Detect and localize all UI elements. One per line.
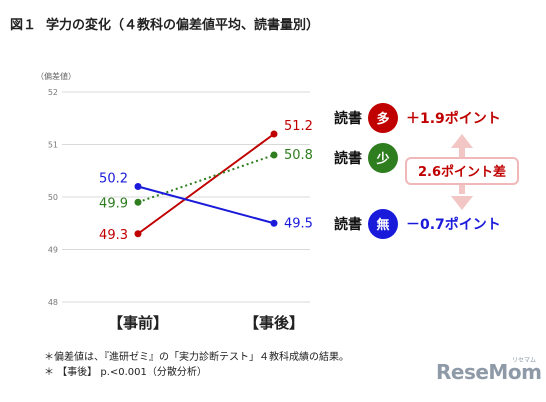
figure-title-text: 学力の変化（４教科の偏差値平均、読書量別） bbox=[46, 18, 320, 33]
legend-badge-text-many: 多 bbox=[376, 111, 389, 127]
resemom-logo: ReseMom bbox=[436, 360, 542, 384]
data-point-few bbox=[270, 151, 278, 159]
legend-label-none: 読書 bbox=[334, 216, 362, 233]
change-label-none: －0.7ポイント bbox=[406, 216, 501, 233]
data-label-many: 51.2 bbox=[284, 119, 313, 134]
series-line-many bbox=[137, 133, 275, 235]
difference-arrow-down bbox=[451, 196, 473, 210]
difference-arrow-up bbox=[451, 134, 473, 148]
y-tick-label: 51 bbox=[48, 141, 58, 150]
y-tick-label: 48 bbox=[48, 298, 58, 307]
data-label-none: 50.2 bbox=[99, 172, 128, 187]
series-lines bbox=[134, 130, 278, 238]
y-tick-label: 49 bbox=[48, 246, 58, 255]
figure-title: 図１ 学力の変化（４教科の偏差値平均、読書量別） bbox=[10, 14, 319, 33]
data-label-none: 49.5 bbox=[284, 216, 313, 231]
data-label-many: 49.3 bbox=[99, 228, 128, 243]
data-point-many bbox=[134, 230, 142, 238]
series-legend: 読書多＋1.9ポイント読書 少読書無－0.7ポイント bbox=[334, 103, 501, 239]
legend-label-many: 読書 bbox=[334, 110, 362, 127]
change-label-many: ＋1.9ポイント bbox=[406, 110, 501, 127]
y-axis-ticks: 48 49 50 51 52 bbox=[48, 88, 58, 307]
difference-annotation: 2.6ポイント差 bbox=[405, 134, 519, 210]
legend-badge-text-none: 無 bbox=[376, 217, 389, 233]
series-line-few bbox=[137, 154, 275, 204]
legend-badge-none bbox=[368, 209, 398, 239]
footnote-1: ＊偏差値は、『進研ゼミ』の「実力診断テスト」４教科成績の結果。 bbox=[44, 352, 349, 363]
footnotes: ＊偏差値は、『進研ゼミ』の「実力診断テスト」４教科成績の結果。 ＊ 【事後】 p… bbox=[44, 350, 349, 380]
data-point-many bbox=[270, 130, 278, 138]
data-labels: 49.3 51.2 49.9 50.8 50.2 49.5 bbox=[99, 119, 313, 243]
data-point-few bbox=[134, 198, 142, 206]
x-category-label: 【事前】 bbox=[108, 314, 168, 332]
figure-number: 図１ bbox=[10, 18, 37, 33]
legend-label-few: 読書 bbox=[334, 150, 362, 167]
legend-badge-many bbox=[368, 103, 398, 133]
y-axis-label: （偏差値） bbox=[36, 71, 76, 81]
resemom-logo-sub: リセマム bbox=[512, 357, 537, 364]
legend-badge-text-few: 少 bbox=[375, 151, 389, 167]
difference-box bbox=[405, 157, 519, 185]
series-line-none bbox=[137, 185, 275, 225]
footnote-2: ＊ 【事後】 p.<0.001（分散分析） bbox=[44, 367, 207, 378]
y-tick-label: 50 bbox=[48, 193, 58, 202]
data-point-none bbox=[270, 219, 278, 227]
x-axis-categories: 【事前】 【事後】 bbox=[108, 314, 304, 332]
legend-badge-few bbox=[368, 143, 398, 173]
data-label-few: 50.8 bbox=[284, 148, 313, 163]
y-tick-label: 52 bbox=[48, 88, 58, 97]
data-label-few: 49.9 bbox=[99, 196, 128, 211]
data-point-none bbox=[134, 183, 142, 190]
x-category-label: 【事後】 bbox=[244, 314, 304, 332]
difference-label: 2.6ポイント差 bbox=[418, 164, 506, 180]
gridlines bbox=[62, 91, 310, 303]
